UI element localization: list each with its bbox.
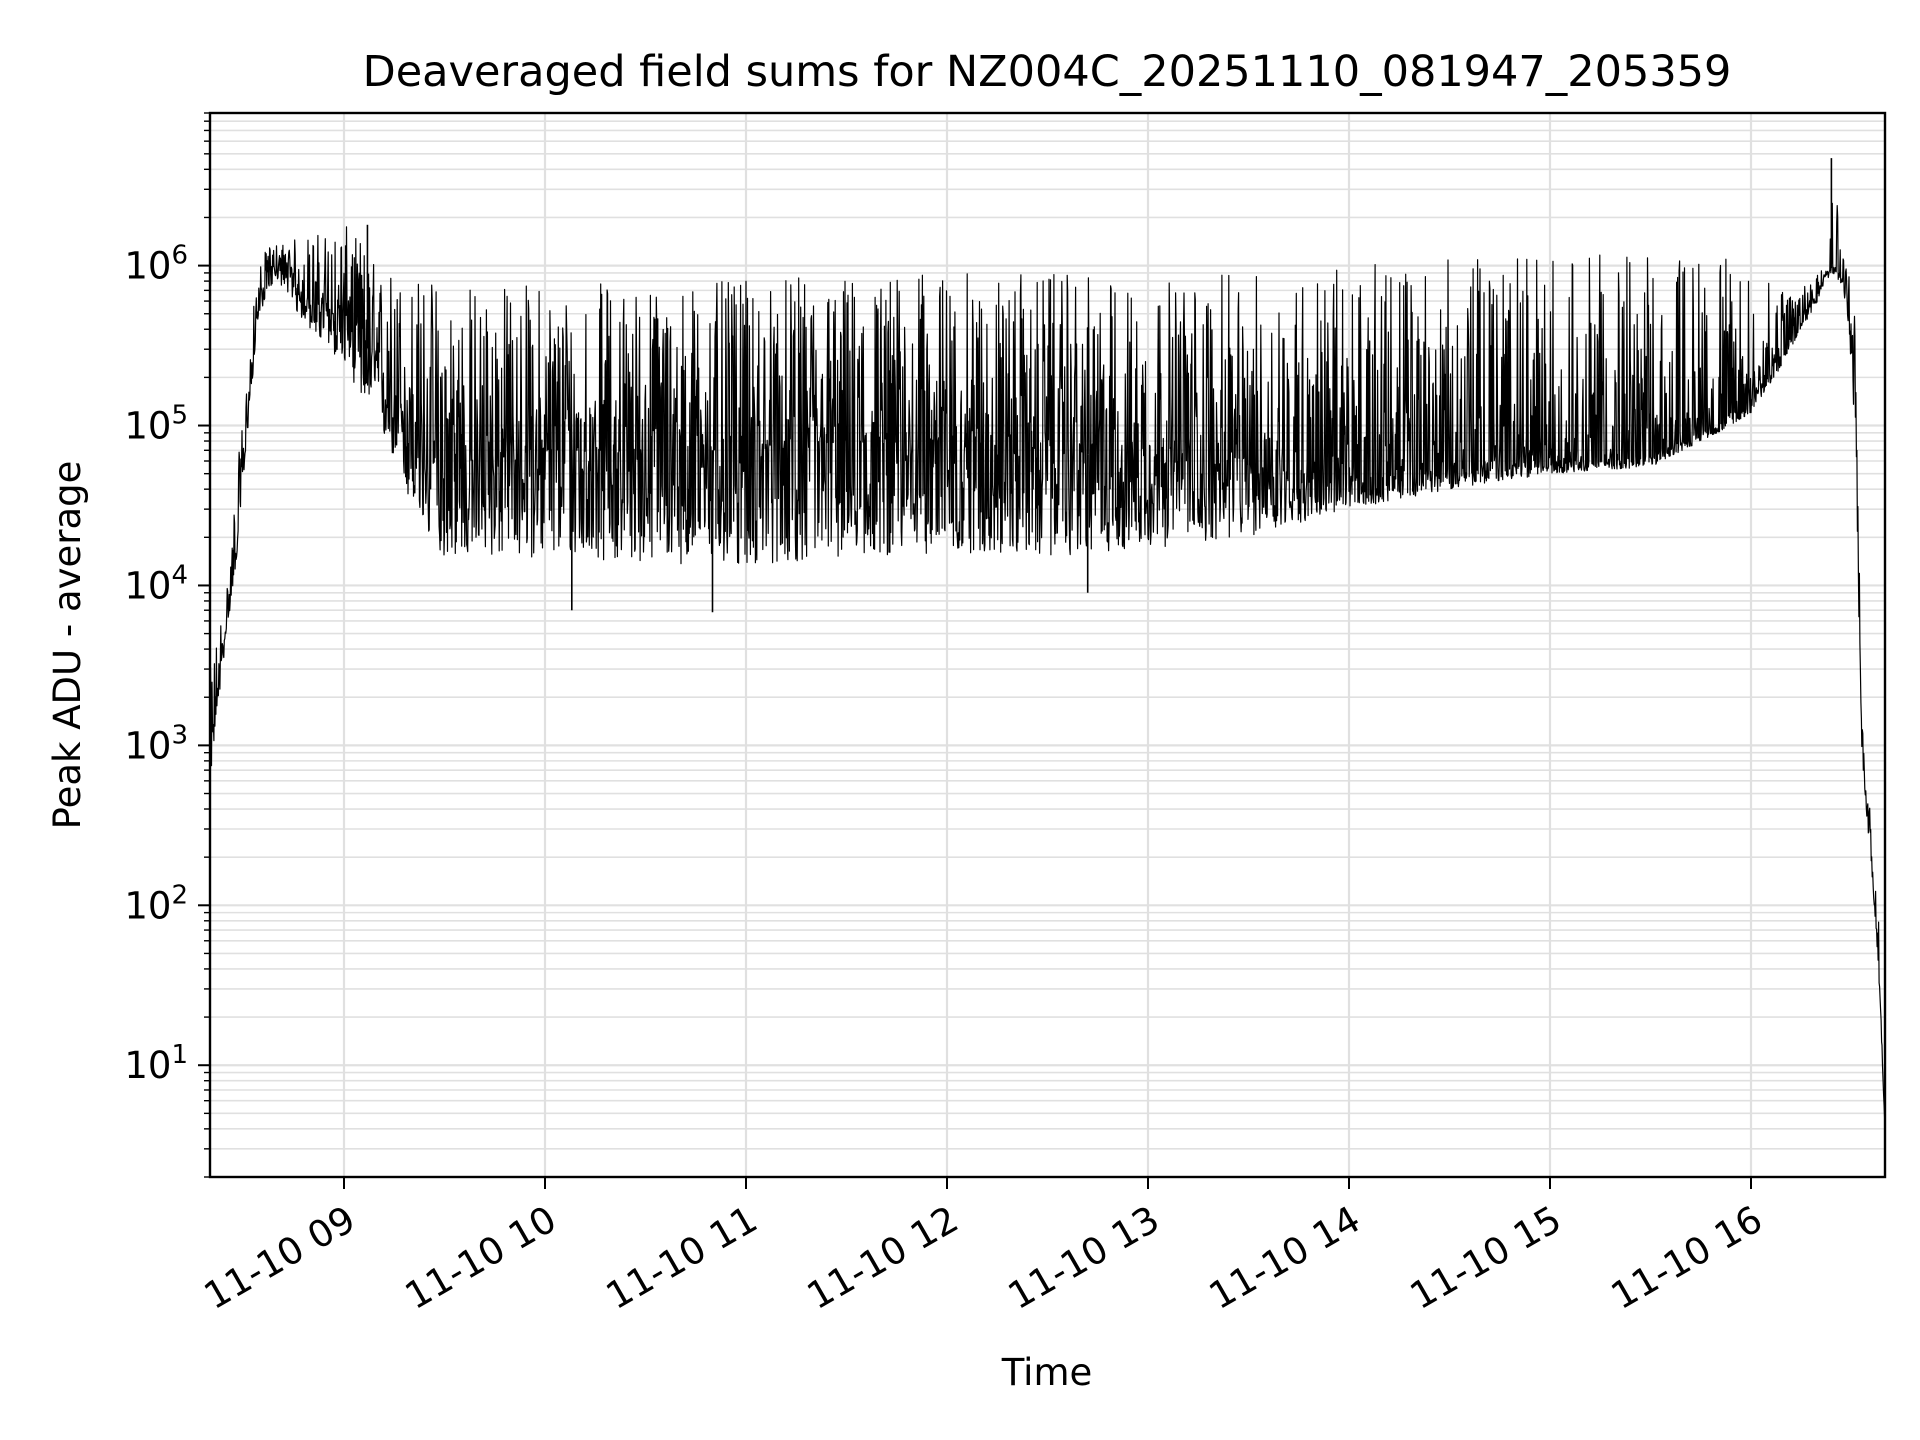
y-axis: 101 102 103 104 105 106 bbox=[124, 112, 210, 1178]
y-tick-label: 106 bbox=[124, 241, 188, 288]
x-tick-label: 11-10 13 bbox=[1001, 1198, 1167, 1318]
x-tick-label: 11-10 15 bbox=[1403, 1198, 1569, 1318]
y-tick-label: 105 bbox=[124, 401, 188, 448]
x-tick-label: 11-10 11 bbox=[599, 1198, 765, 1318]
x-tick-label: 11-10 10 bbox=[398, 1198, 564, 1318]
x-tick-label: 11-10 09 bbox=[197, 1198, 363, 1318]
chart-title: Deaveraged field sums for NZ004C_2025111… bbox=[363, 47, 1732, 97]
data-line bbox=[209, 158, 1886, 1129]
x-tick-label: 11-10 12 bbox=[800, 1198, 966, 1318]
x-axis-label: Time bbox=[1001, 1351, 1093, 1394]
y-axis-label: Peak ADU - average bbox=[46, 461, 89, 830]
y-tick-label: 101 bbox=[124, 1040, 188, 1087]
x-tick-label: 11-10 16 bbox=[1604, 1198, 1770, 1318]
x-tick-label: 11-10 14 bbox=[1202, 1198, 1368, 1318]
plot-frame bbox=[208, 111, 1887, 1179]
y-tick-label: 104 bbox=[124, 560, 188, 607]
y-tick-label: 102 bbox=[124, 880, 188, 927]
x-axis: 11-10 09 11-10 10 11-10 11 11-10 12 11-10 13… bbox=[197, 1177, 1770, 1318]
grid bbox=[210, 112, 1885, 1178]
series-line bbox=[209, 202, 1886, 1129]
y-tick-label: 103 bbox=[124, 720, 188, 767]
